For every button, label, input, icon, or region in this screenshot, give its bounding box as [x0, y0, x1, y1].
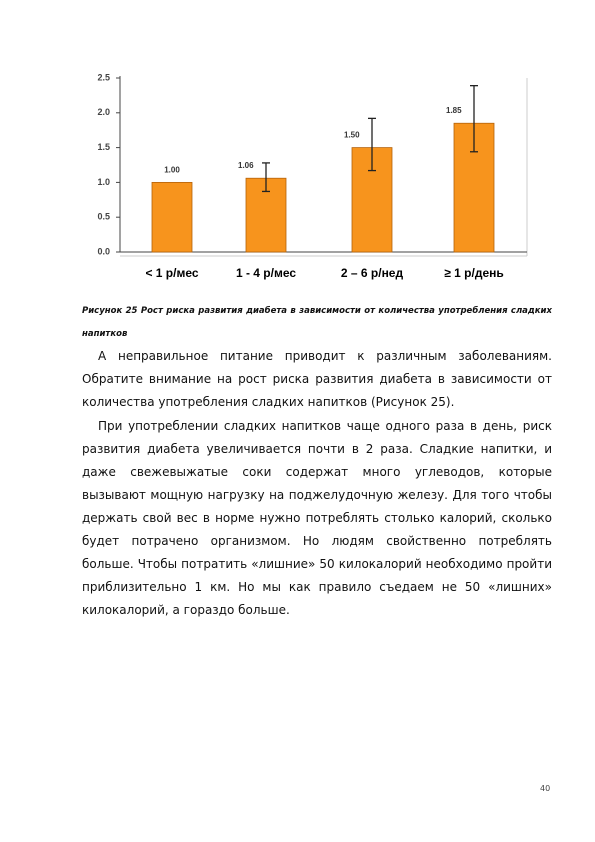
value-label: 1.85 [446, 106, 462, 115]
value-label: 1.50 [344, 131, 360, 140]
y-tick-label: 1.0 [97, 177, 110, 187]
x-tick-label: 2 – 6 р/нед [341, 266, 404, 280]
x-tick-label: ≥ 1 р/день [444, 266, 504, 280]
paragraph: При употреблении сладких напитков чаще о… [82, 419, 552, 617]
y-tick-label: 2.5 [97, 72, 110, 82]
x-tick-label: < 1 р/мес [145, 266, 198, 280]
value-label: 1.06 [238, 161, 254, 170]
value-label: 1.00 [164, 165, 180, 174]
page-number: 40 [540, 784, 551, 793]
y-tick-label: 0.5 [97, 212, 110, 222]
chart: 0.0 0.5 1.0 1.5 2.0 2.5 < 1 р/мес 1.00 1 - 4 р/м… [97, 72, 528, 280]
y-tick-label: 0.0 [97, 246, 110, 256]
bar [151, 181, 193, 253]
bar [453, 122, 495, 253]
figure-caption: Рисунок 25 Рост риска развития диабета в… [82, 306, 552, 339]
y-tick-label: 2.0 [97, 107, 110, 117]
x-tick-label: 1 - 4 р/мес [236, 266, 296, 280]
paragraph: А неправильное питание приводит к различ… [82, 349, 552, 409]
y-tick-label: 1.5 [97, 142, 110, 152]
